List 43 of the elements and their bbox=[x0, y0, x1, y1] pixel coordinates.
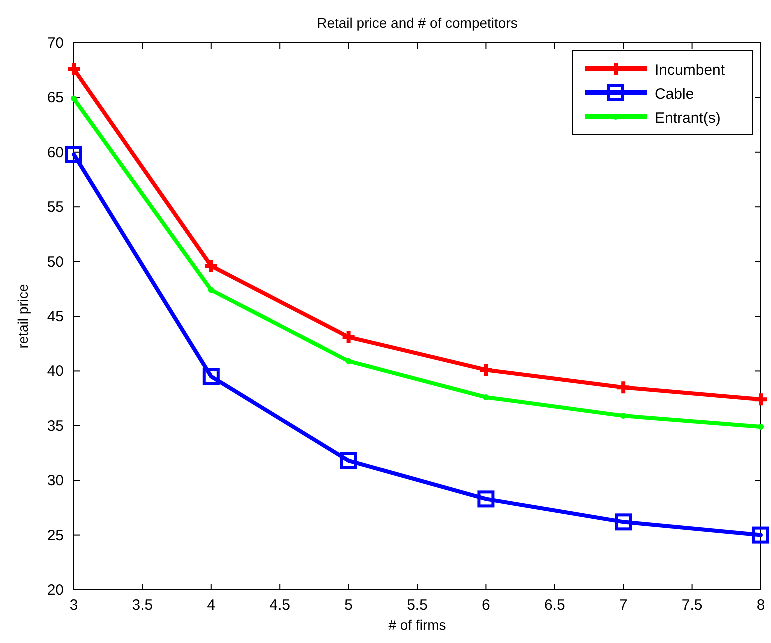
y-tick-label: 25 bbox=[47, 527, 64, 544]
legend-label: Entrant(s) bbox=[655, 110, 721, 127]
point bbox=[478, 362, 494, 378]
legend-label: Cable bbox=[655, 86, 694, 103]
x-tick-label: 7.5 bbox=[682, 597, 703, 614]
point bbox=[71, 96, 77, 102]
point bbox=[616, 380, 632, 396]
y-tick-label: 65 bbox=[47, 90, 64, 107]
point bbox=[66, 146, 82, 164]
point bbox=[478, 490, 495, 508]
point bbox=[208, 287, 214, 294]
chart-title: Retail price and # of competitors bbox=[317, 15, 518, 31]
x-tick-label: 7 bbox=[619, 597, 628, 614]
y-tick-label: 60 bbox=[47, 144, 64, 162]
y-tick-label: 35 bbox=[47, 418, 64, 435]
x-tick-label: 6 bbox=[482, 597, 490, 614]
point bbox=[346, 358, 352, 364]
x-axis-title: # of firms bbox=[388, 617, 446, 633]
point bbox=[203, 258, 220, 274]
y-axis-title: retail price bbox=[15, 284, 31, 349]
y-tick-label: 70 bbox=[47, 35, 64, 52]
y-tick-label: 20 bbox=[47, 582, 64, 599]
y-tick-label: 55 bbox=[47, 199, 64, 216]
point bbox=[340, 452, 358, 470]
y-tick-label: 45 bbox=[47, 308, 64, 326]
x-tick-label: 4.5 bbox=[270, 597, 291, 614]
point bbox=[202, 368, 220, 386]
x-tick-label: 5.5 bbox=[407, 597, 428, 614]
point bbox=[752, 526, 770, 544]
x-tick-label: 3 bbox=[70, 597, 78, 614]
x-tick-label: 8 bbox=[756, 597, 766, 614]
y-tick-label: 30 bbox=[47, 472, 64, 490]
legend-label: Incumbent bbox=[655, 62, 726, 79]
x-tick-label: 3.5 bbox=[132, 597, 154, 614]
x-tick-label: 5 bbox=[344, 597, 353, 614]
point bbox=[340, 329, 357, 346]
x-tick-label: 6.5 bbox=[544, 597, 566, 614]
point bbox=[483, 394, 490, 400]
y-tick-label: 50 bbox=[47, 254, 64, 271]
x-tick-label: 4 bbox=[207, 597, 216, 614]
point bbox=[615, 514, 632, 531]
y-tick-label: 40 bbox=[47, 363, 64, 380]
point bbox=[758, 424, 764, 430]
